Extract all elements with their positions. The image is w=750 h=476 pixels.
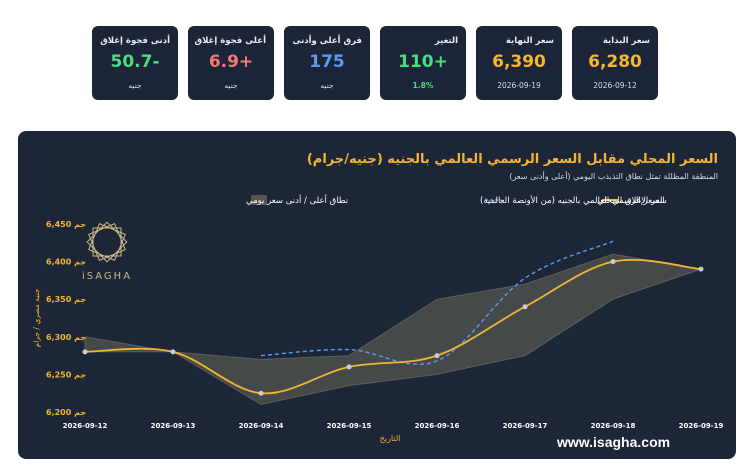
x-tick-label: 2026-09-19 — [679, 422, 724, 430]
chart-title: السعر المحلي مقابل السعر الرسمي العالمي … — [306, 152, 718, 167]
logo-text: iSAGHA — [82, 271, 132, 282]
card-value: 6,390 — [492, 52, 546, 72]
legend-world-label: السعر الرسمي العالمي بالجنيه (من الأونصة… — [480, 195, 665, 206]
card-label: أعلى فجوة إغلاق — [194, 36, 266, 46]
high-low-band — [84, 253, 702, 406]
world-price-line — [260, 240, 614, 366]
card-value: 6.9+ — [208, 52, 254, 72]
close-point — [258, 390, 264, 396]
card-value: 6,280 — [588, 52, 642, 72]
chart-panel — [18, 131, 736, 459]
card-label: فرق أعلى وأدنى — [292, 36, 362, 46]
card-subtext: جنيه — [224, 81, 238, 90]
close-point — [346, 364, 352, 370]
close-point — [170, 349, 176, 355]
close-point — [82, 349, 88, 355]
y-tick-label: 6,450 جم — [46, 220, 86, 229]
close-point — [698, 266, 704, 272]
x-tick-label: 2026-09-15 — [327, 422, 372, 430]
y-tick-label: 6,300 جم — [46, 333, 86, 342]
y-tick-label: 6,200 جم — [46, 408, 86, 417]
summary-card: التغير 110+ 1.8% — [380, 26, 466, 100]
logo-shape — [86, 221, 128, 263]
card-subtext: جنيه — [320, 81, 334, 90]
logo-shape — [88, 223, 126, 261]
y-tick-label: 6,250 جم — [46, 370, 86, 379]
chart-subtitle: المنطقة المظللة تمثل نطاق التذبذب اليومي… — [509, 172, 718, 181]
close-point — [434, 353, 440, 359]
close-point — [522, 304, 528, 310]
card-label: سعر النهاية — [505, 36, 554, 46]
x-tick-label: 2026-09-13 — [151, 422, 196, 430]
summary-card: سعر البداية 6,280 2026-09-12 — [572, 26, 658, 100]
card-value: 110+ — [398, 52, 448, 72]
y-tick-label: 6,400 جم — [46, 258, 86, 267]
summary-card: أعلى فجوة إغلاق 6.9+ جنيه — [188, 26, 274, 100]
card-subtext: جنيه — [128, 81, 142, 90]
card-value: 175 — [309, 52, 345, 72]
x-axis-label: التاريخ — [380, 434, 401, 443]
summary-card: فرق أعلى وأدنى 175 جنيه — [284, 26, 370, 100]
card-label: التغير — [434, 36, 458, 46]
x-tick-label: 2026-09-18 — [591, 422, 636, 430]
legend-band-label: نطاق أعلى / أدنى سعر يومي — [246, 194, 348, 206]
card-label: سعر البداية — [602, 36, 650, 46]
card-value: 50.7- — [110, 52, 160, 72]
logo-shape — [92, 227, 122, 257]
x-tick-label: 2026-09-12 — [63, 422, 108, 430]
legend-close-label: سعر الإغلاق المحلي — [597, 196, 667, 206]
card-subtext: 2026-09-19 — [497, 81, 541, 90]
summary-card: سعر النهاية 6,390 2026-09-19 — [476, 26, 562, 100]
x-tick-label: 2026-09-16 — [415, 422, 460, 430]
x-tick-label: 2026-09-14 — [239, 422, 284, 430]
x-tick-label: 2026-09-17 — [503, 422, 548, 430]
logo-shape — [88, 223, 126, 261]
y-axis-label: جنيه مصري / جرام — [32, 288, 41, 347]
summary-card: أدنى فجوة إغلاق 50.7- جنيه — [92, 26, 178, 100]
y-tick-label: 6,350 جم — [46, 295, 86, 304]
local-close-line — [84, 258, 702, 395]
close-point — [610, 259, 616, 265]
card-subtext: 1.8% — [412, 81, 434, 90]
card-label: أدنى فجوة إغلاق — [100, 36, 170, 46]
website-url[interactable]: www.isagha.com — [557, 434, 671, 450]
legend-band-swatch — [251, 195, 267, 205]
card-subtext: 2026-09-12 — [593, 81, 637, 90]
isagha-logo: iSAGHA — [82, 221, 132, 282]
